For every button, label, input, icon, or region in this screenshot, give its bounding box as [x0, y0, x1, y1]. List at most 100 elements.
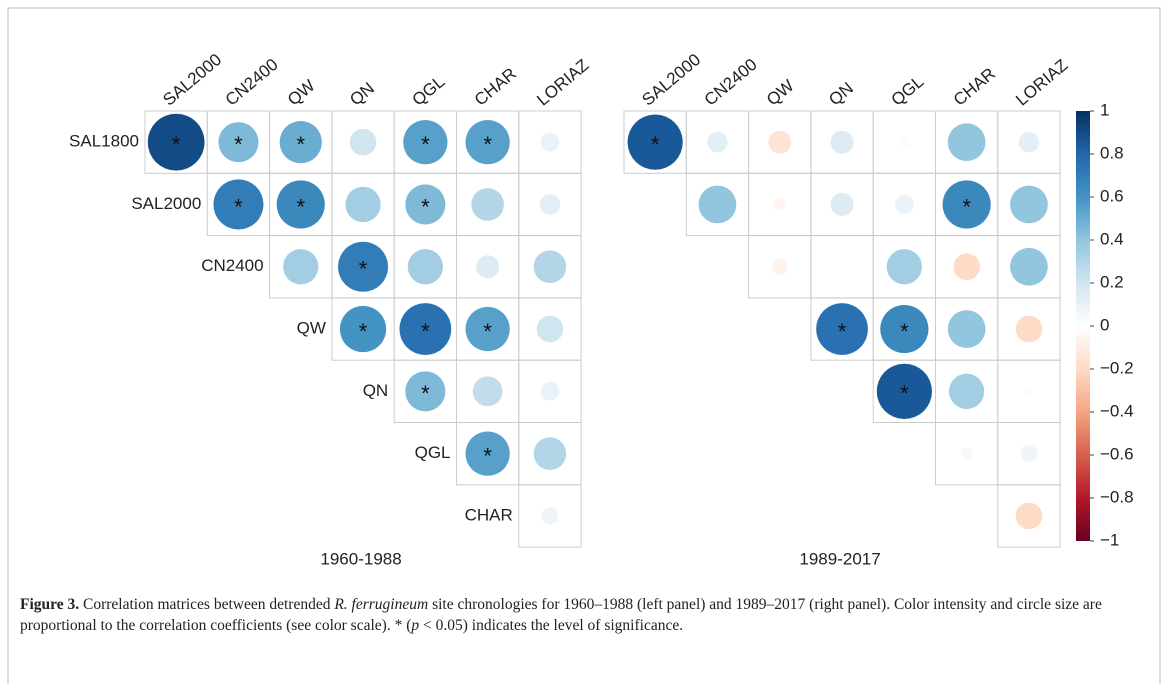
column-label: CN2400: [222, 55, 282, 110]
significance-mark: *: [296, 194, 305, 219]
row-label: SAL2000: [131, 194, 201, 213]
significance-mark: *: [234, 132, 243, 157]
column-label: CHAR: [950, 64, 999, 110]
colorbar-tick-label: −0.8: [1100, 487, 1134, 506]
colorbar-tick-label: −0.2: [1100, 358, 1134, 377]
significance-mark: *: [651, 132, 660, 157]
figure-frame: [7, 7, 1161, 684]
correlation-circle: [407, 248, 444, 285]
caption-label: Figure 3.: [20, 596, 80, 613]
correlation-circle: [147, 113, 206, 172]
caption: Figure 3. Correlation matrices between d…: [20, 594, 1150, 636]
column-label: QW: [763, 76, 798, 109]
correlation-circle: [1009, 185, 1049, 224]
correlation-circle: [464, 119, 511, 165]
correlation-circle: [1009, 247, 1049, 287]
correlation-circle: [475, 254, 500, 279]
column-label: QGL: [409, 72, 449, 110]
colorbar-tick-label: 1: [1100, 100, 1109, 119]
significance-mark: *: [483, 443, 492, 468]
cell: [810, 235, 874, 299]
significance-mark: *: [962, 194, 971, 219]
correlation-circle: [279, 120, 323, 164]
correlation-circle: [706, 131, 729, 153]
significance-mark: *: [483, 319, 492, 344]
significance-mark: *: [296, 132, 305, 157]
column-label: QGL: [888, 72, 928, 110]
correlation-circle: [1018, 131, 1040, 153]
row-label: QW: [297, 319, 326, 338]
correlation-circle: [349, 128, 377, 156]
correlation-circle: [698, 185, 737, 224]
significance-mark: *: [421, 381, 430, 406]
correlation-circle: [533, 436, 567, 471]
correlation-circle: [540, 132, 560, 152]
colorbar-tick-label: 0.2: [1100, 272, 1124, 291]
correlation-circle: [472, 375, 504, 407]
row-label: SAL1800: [69, 132, 139, 151]
colorbar-tick-label: 0.8: [1100, 143, 1124, 162]
correlation-circle: [464, 306, 511, 352]
correlation-circle: [217, 121, 259, 163]
colorbar-tick-label: −0.6: [1100, 444, 1134, 463]
correlation-circle: [402, 119, 449, 165]
correlation-circle: [942, 179, 992, 230]
correlation-circle: [1015, 315, 1043, 343]
column-label: QW: [284, 76, 319, 109]
correlation-circle: [767, 130, 792, 155]
correlation-circle: [536, 315, 564, 343]
caption-text: R. ferrugineum: [334, 596, 429, 613]
row-label: QGL: [415, 443, 451, 462]
colorbar-tick-label: 0.4: [1100, 229, 1124, 248]
caption-text: Correlation matrices between detrended: [79, 596, 335, 613]
correlation-circle: [947, 309, 987, 349]
correlation-circle: [404, 370, 446, 412]
correlation-circle: [276, 179, 326, 230]
significance-mark: *: [483, 132, 492, 157]
column-label: LORIAZ: [1012, 55, 1071, 109]
correlation-circle: [879, 304, 929, 354]
significance-mark: *: [421, 194, 430, 219]
correlation-circle: [898, 136, 910, 148]
correlation-circle: [952, 252, 981, 281]
correlation-circle: [894, 194, 915, 215]
correlation-circle: [344, 186, 382, 223]
correlation-circle: [886, 248, 923, 285]
cell: [997, 484, 1061, 548]
column-label: SAL2000: [159, 50, 225, 110]
correlation-circle: [960, 447, 973, 460]
significance-mark: *: [172, 132, 181, 157]
correlation-circle: [541, 507, 559, 525]
row-label: QN: [363, 381, 389, 400]
row-label: CN2400: [201, 256, 263, 275]
significance-mark: *: [359, 257, 368, 282]
row-label: CHAR: [465, 505, 513, 524]
correlation-circle: [627, 114, 684, 171]
correlation-circle: [212, 178, 264, 230]
panel-title: 1960-1988: [320, 549, 401, 568]
correlation-circle: [533, 249, 567, 284]
significance-mark: *: [421, 319, 430, 344]
significance-mark: *: [838, 319, 847, 344]
correlation-circle: [947, 122, 987, 162]
column-label: CHAR: [471, 64, 520, 110]
correlation-circle: [830, 192, 855, 217]
correlation-circle: [339, 305, 387, 353]
significance-mark: *: [359, 319, 368, 344]
correlation-circle: [464, 430, 511, 477]
caption-text: p: [411, 617, 420, 634]
colorbar-tick-label: 0: [1100, 315, 1109, 334]
correlation-circle: [337, 241, 389, 293]
correlation-circle: [1015, 502, 1043, 530]
panel-title: 1989-2017: [799, 549, 880, 568]
colorbar-tick-label: 0.6: [1100, 186, 1124, 205]
column-label: QN: [825, 79, 857, 110]
column-label: SAL2000: [638, 50, 704, 110]
cell: [518, 484, 582, 548]
correlation-circle: [470, 187, 505, 222]
caption-text: site chronologies for 1960–1988 (left pa…: [20, 596, 1102, 634]
correlation-circle: [1020, 444, 1038, 463]
column-label: LORIAZ: [533, 55, 592, 109]
